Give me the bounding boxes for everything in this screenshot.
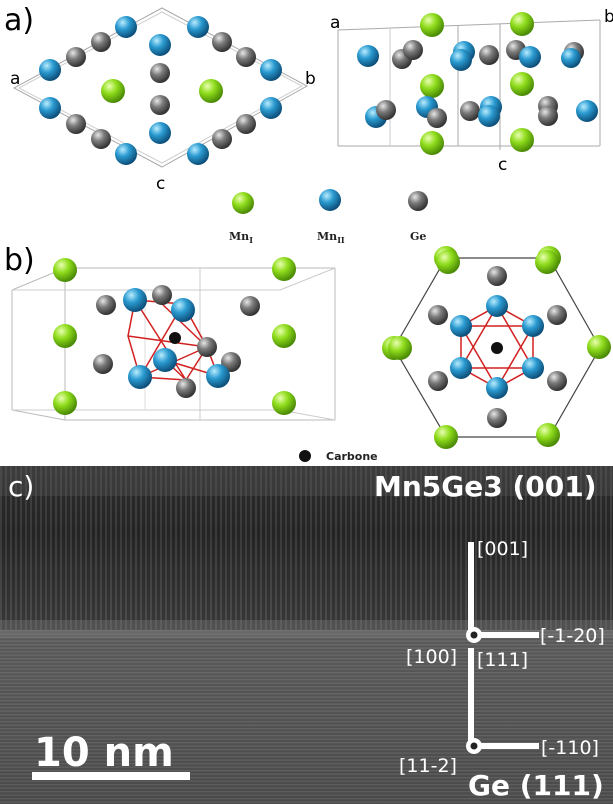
atoms-octahedron [53,257,296,415]
unit-cell-top-view [12,7,309,168]
axis-a-right: a [330,13,340,33]
legend-ge-swatch [408,191,428,211]
tem-top-axes [466,542,539,643]
legend-carbon-swatch [299,450,311,462]
axis-b-right: b [604,7,613,27]
axis-c-left: c [156,174,165,194]
tem-top-title: Mn5Ge3 (001) [374,470,597,503]
legend-mn2-swatch [319,189,341,211]
axis-c-right: c [498,155,507,175]
atom-legend: MnI MnII Ge [229,189,428,245]
tem-top-right-label: [-1-20] [540,625,605,647]
scale-bar-label: 10 nm [34,730,174,776]
tem-top-dot-label: [100] [406,646,457,668]
tem-top-up-label: [001] [477,538,528,560]
legend-mn1-label: MnI [229,230,253,245]
atoms-top-view [39,16,282,165]
legend-mn1-swatch [232,192,254,214]
legend-mn2-label: MnII [317,230,345,245]
legend-ge-label: Ge [410,230,426,243]
unit-cell-side-view [337,19,601,150]
axis-a-left: a [10,69,20,89]
axis-b-left: b [305,69,316,89]
octahedron-cell [11,267,336,421]
tem-bottom-right-label: [-110] [541,737,599,759]
tem-bottom-title: Ge (111) [468,769,604,802]
scale-bar [32,772,190,780]
panel-b-label: b) [4,243,35,278]
panel-a-label: a) [4,3,34,38]
tem-bottom-dot-label: [11-2] [399,755,457,777]
legend-carbone-label: Carbone [326,450,378,463]
tem-bottom-axes [466,648,539,754]
atoms-hexagon [382,246,611,449]
atoms-side-view [357,12,598,155]
panel-c-label: c) [8,470,34,503]
tem-bottom-up-label: [111] [477,649,528,671]
